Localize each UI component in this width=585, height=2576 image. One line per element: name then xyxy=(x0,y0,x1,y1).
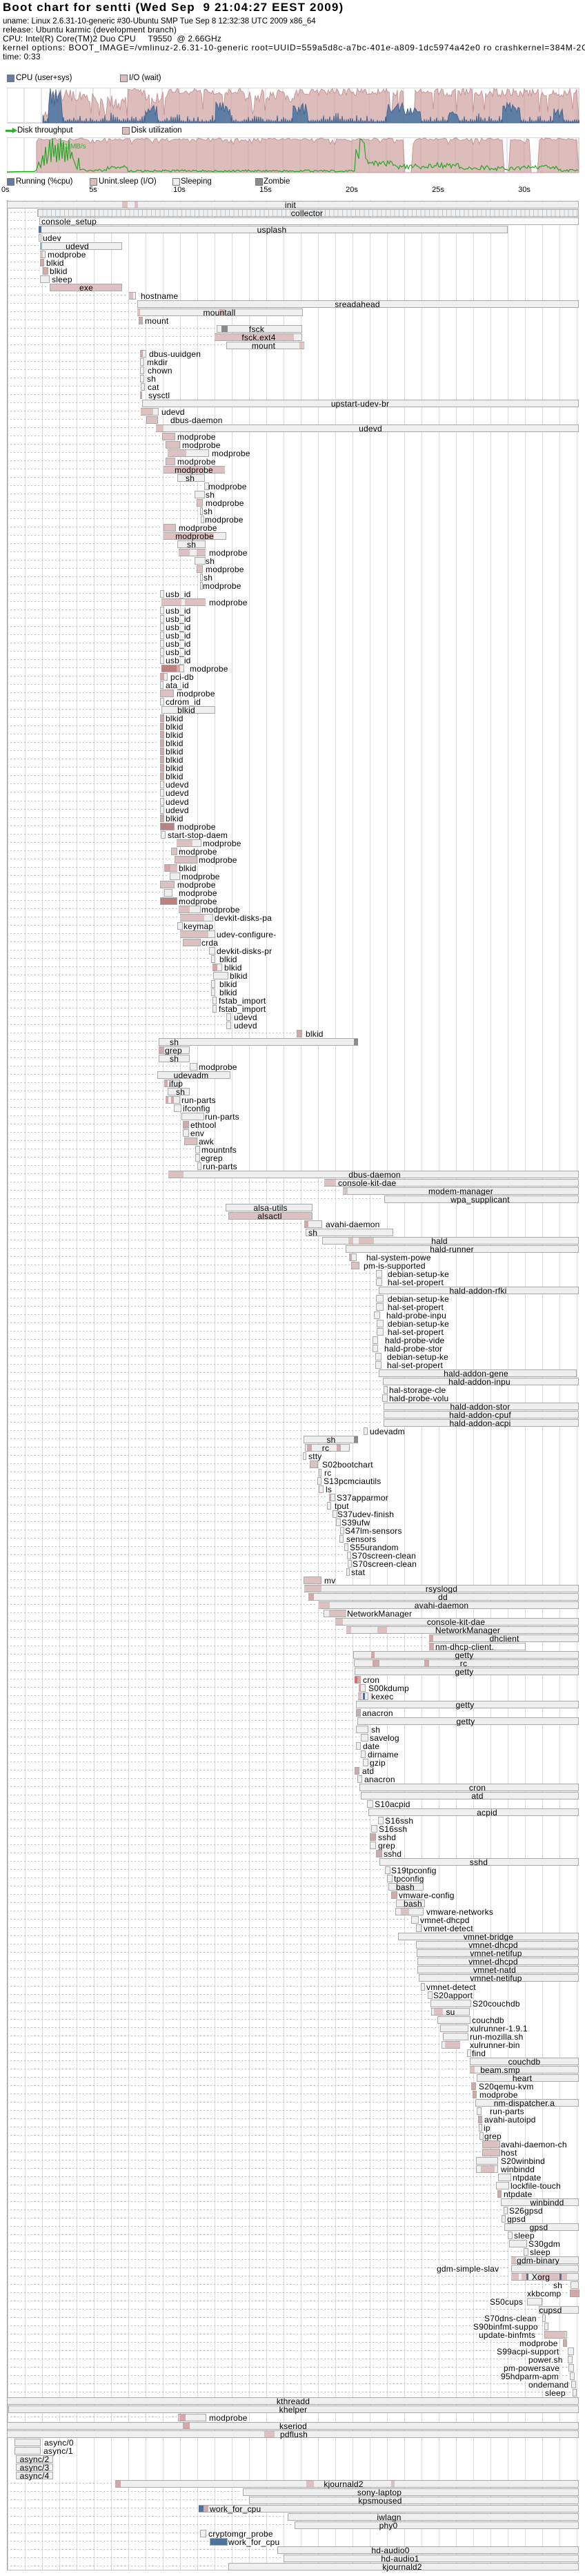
svg-text:81 MB/s: 81 MB/s xyxy=(61,143,86,150)
